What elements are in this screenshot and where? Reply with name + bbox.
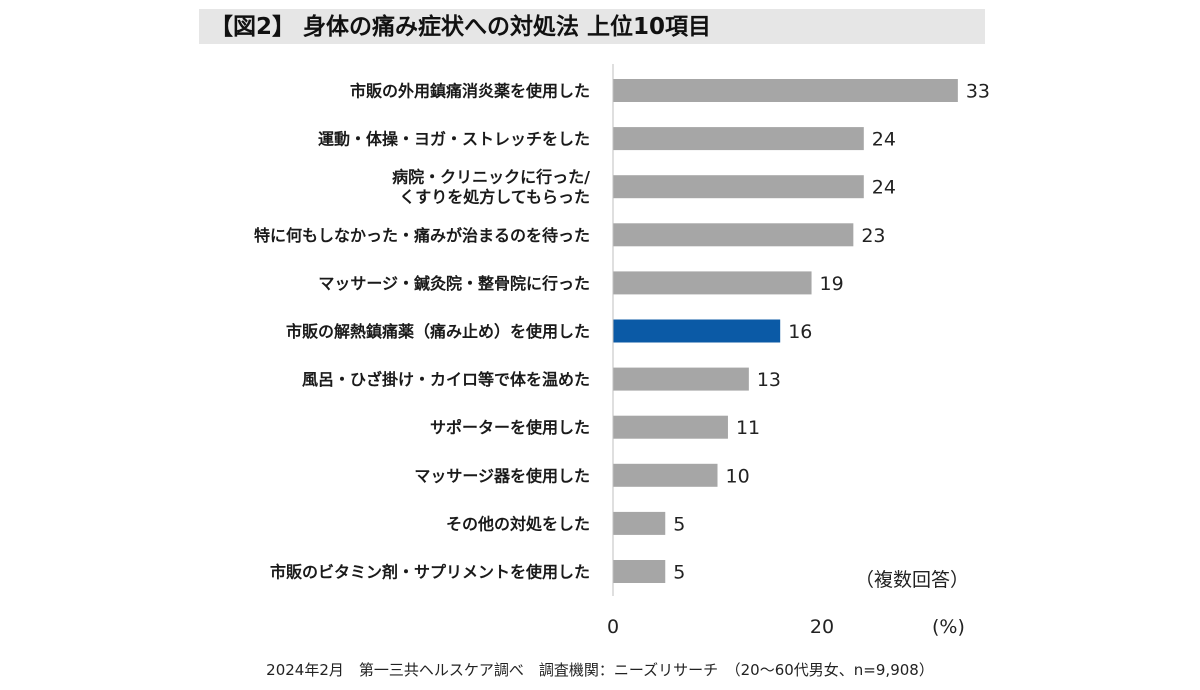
category-labels-group: 市販の外用鎮痛消炎薬を使用した運動・体操・ヨガ・ストレッチをした病院・クリニック… — [254, 82, 590, 582]
category-label-1: 市販の外用鎮痛消炎薬を使用した — [350, 82, 590, 101]
multiple-answer-note: （複数回答） — [855, 569, 969, 591]
category-label-7: 風呂・ひざ掛け・カイロ等で体を温めた — [302, 370, 590, 389]
category-label-9: マッサージ器を使用した — [414, 466, 590, 485]
value-label-5: 19 — [820, 273, 844, 295]
chart-title: 【図2】 身体の痛み症状への対処法 上位10項目 — [210, 14, 712, 40]
value-label-3: 24 — [872, 177, 896, 199]
category-label-4: 特に何もしなかった・痛みが治まるのを待った — [254, 226, 590, 245]
bar-7 — [613, 367, 749, 391]
bar-9 — [613, 463, 718, 487]
category-label-6: 市販の解熱鎮痛薬（痛み止め）を使用した — [286, 322, 590, 341]
value-label-7: 13 — [757, 369, 781, 391]
value-label-6: 16 — [788, 321, 812, 343]
value-label-11: 5 — [673, 562, 685, 584]
bar-3 — [613, 175, 864, 199]
category-label-11: 市販のビタミン剤・サプリメントを使用した — [270, 563, 590, 582]
value-label-2: 24 — [872, 129, 896, 151]
source-note: 2024年2月 第一三共ヘルスケア調べ 調査機関：ニーズリサーチ （20～60代… — [266, 661, 934, 679]
value-label-1: 33 — [966, 81, 990, 103]
value-labels-group: 33 24 24 23 19 16 13 11 10 5 5 — [673, 81, 990, 584]
value-label-4: 23 — [861, 225, 885, 247]
bar-11 — [613, 560, 666, 583]
title-background — [199, 9, 985, 44]
category-label-8: サポーターを使用した — [430, 418, 590, 437]
bar-10 — [613, 511, 666, 535]
category-label-5: マッサージ・鍼灸院・整骨院に行った — [318, 274, 590, 293]
category-label-3: 病院・クリニックに行った/くすりを処方してもらった — [392, 168, 590, 207]
category-label-10: その他の対処をした — [446, 514, 590, 533]
bar-5 — [613, 271, 812, 295]
bars-group — [613, 79, 958, 583]
value-label-9: 10 — [726, 465, 750, 487]
category-label-2: 運動・体操・ヨガ・ストレッチをした — [318, 130, 590, 149]
bar-1 — [613, 79, 958, 102]
value-label-8: 11 — [736, 417, 760, 439]
x-tick-0: 0 — [607, 616, 619, 638]
bar-8 — [613, 415, 728, 439]
x-tick-labels-group: 0 20 — [607, 616, 834, 638]
x-tick-20: 20 — [810, 616, 834, 638]
bar-4 — [613, 223, 854, 247]
bar-2 — [613, 127, 864, 151]
bar-chart: 市販の外用鎮痛消炎薬を使用した運動・体操・ヨガ・ストレッチをした病院・クリニック… — [254, 64, 990, 638]
unit-label: (%) — [932, 616, 965, 638]
value-label-10: 5 — [673, 513, 685, 535]
bar-6 — [613, 319, 781, 343]
